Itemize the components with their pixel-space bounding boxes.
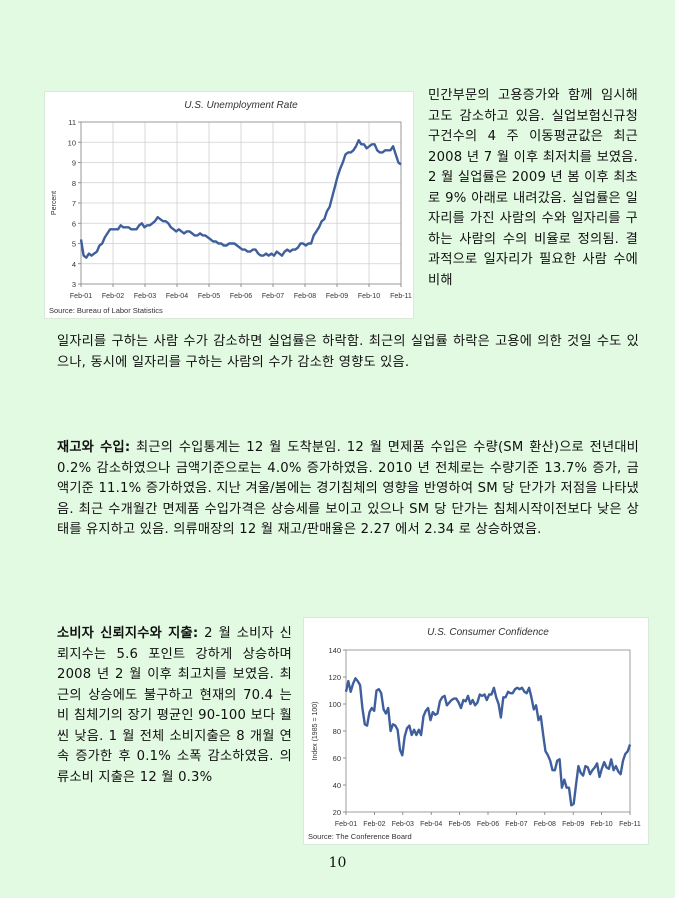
y-tick-label: 40 (333, 781, 341, 790)
y-axis-label: Percent (51, 191, 58, 215)
x-tick-label: Feb-01 (70, 293, 92, 300)
x-tick-label: Feb-06 (230, 293, 252, 300)
x-tick-label: Feb-02 (363, 821, 385, 828)
y-tick-label: 9 (72, 159, 76, 168)
inventory-imports-heading: 재고와 수입: (57, 440, 131, 455)
x-tick-label: Feb-01 (335, 821, 357, 828)
y-tick-label: 60 (333, 754, 341, 763)
y-tick-label: 80 (333, 727, 341, 736)
y-tick-label: 8 (72, 179, 76, 188)
x-tick-label: Feb-11 (619, 821, 641, 828)
x-tick-label: Feb-06 (477, 821, 499, 828)
intro-paragraph: 민간부문의 고용증가와 함께 임시해고도 감소하고 있음. 실업보험신규청구건수… (428, 88, 638, 288)
x-tick-label: Feb-05 (449, 821, 471, 828)
y-tick-label: 4 (72, 260, 76, 269)
x-tick-label: Feb-04 (420, 821, 442, 828)
y-tick-label: 10 (68, 138, 76, 147)
x-tick-label: Feb-10 (591, 821, 613, 828)
inventory-imports-body: 최근의 수입통계는 12 월 도착분임. 12 월 면제품 수입은 수량(SM … (57, 440, 639, 537)
intro-paragraph-continued: 일자리를 구하는 사람 수가 감소하면 실업률은 하락함. 최근의 실업률 하락… (57, 334, 639, 370)
y-axis-label: Index (1985 = 100) (312, 702, 319, 761)
consumer-confidence-body: 2 월 소비자 신뢰지수는 5.6 포인트 강하게 상승하며 2008 년 2 … (57, 626, 292, 785)
x-tick-label: Feb-11 (390, 293, 412, 300)
x-tick-label: Feb-07 (262, 293, 284, 300)
inventory-imports-paragraph: 재고와 수입: 최근의 수입통계는 12 월 도착분임. 12 월 면제품 수입… (57, 438, 639, 541)
y-tick-label: 7 (72, 199, 76, 208)
y-tick-label: 140 (328, 646, 341, 655)
consumer-confidence-chart-svg: U.S. Consumer Confidence 20 40 60 80 100 120 14… (308, 627, 641, 841)
x-tick-label: Feb-10 (358, 293, 380, 300)
x-tick-label: Feb-07 (505, 821, 527, 828)
x-tick-label: Feb-08 (294, 293, 316, 300)
y-tick-label: 6 (72, 219, 76, 228)
consumer-confidence-heading: 소비자 신뢰지수와 지출: (57, 626, 199, 641)
x-tick-label: Feb-09 (326, 293, 348, 300)
plot-area-frame (80, 121, 402, 285)
series-line (344, 677, 632, 807)
series-line (79, 139, 402, 259)
y-tick-label: 3 (72, 280, 76, 289)
x-tick-label: Feb-05 (198, 293, 220, 300)
consumer-confidence-chart: U.S. Consumer Confidence 20 40 60 80 100 120 14… (304, 618, 648, 844)
chart-source: Source: The Conference Board (308, 832, 412, 841)
y-tick-label: 100 (328, 700, 341, 709)
chart-title: U.S. Consumer Confidence (427, 627, 549, 638)
y-tick-label: 11 (68, 118, 76, 127)
x-tick-label: Feb-08 (534, 821, 556, 828)
x-tick-label: Feb-02 (102, 293, 124, 300)
plot-area-frame (345, 649, 631, 813)
x-tick-label: Feb-09 (562, 821, 584, 828)
chart-title: U.S. Unemployment Rate (184, 100, 298, 111)
y-tick-label: 5 (72, 240, 76, 249)
chart-source: Source: Bureau of Labor Statistics (49, 306, 163, 315)
consumer-confidence-paragraph: 소비자 신뢰지수와 지출: 2 월 소비자 신뢰지수는 5.6 포인트 강하게 … (57, 624, 292, 788)
unemployment-chart-svg: U.S. Unemployment Rate 3 4 5 6 7 8 9 10 11 Feb-01 F… (49, 100, 412, 315)
x-tick-label: Feb-04 (166, 293, 188, 300)
page-number: 10 (328, 855, 347, 871)
y-tick-label: 120 (328, 673, 341, 682)
y-tick-label: 20 (333, 808, 341, 817)
unemployment-chart: U.S. Unemployment Rate 3 4 5 6 7 8 9 10 11 Feb-01 F… (45, 92, 413, 318)
x-tick-label: Feb-03 (392, 821, 414, 828)
x-tick-label: Feb-03 (134, 293, 156, 300)
